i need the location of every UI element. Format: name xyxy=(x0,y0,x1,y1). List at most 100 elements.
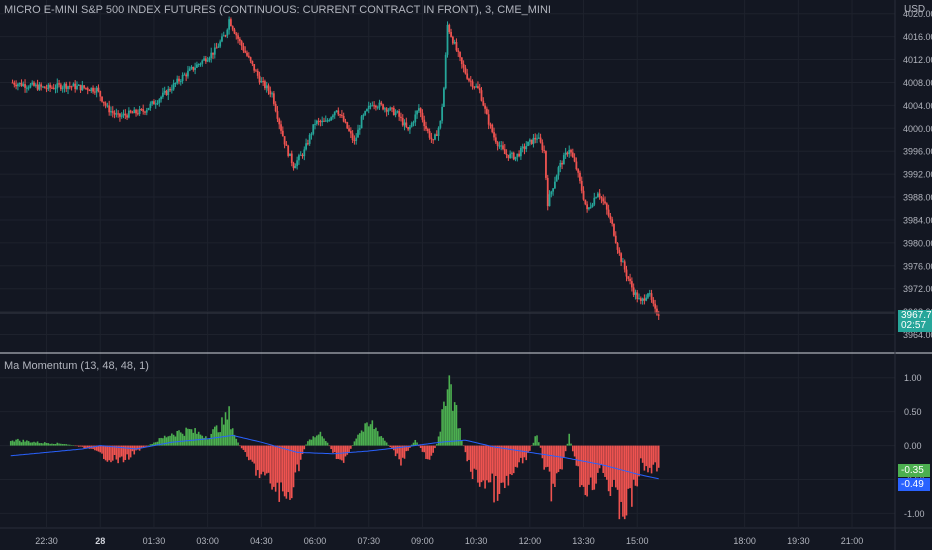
histogram-bar xyxy=(97,445,100,452)
candle-body xyxy=(443,88,445,107)
histogram-bar xyxy=(222,424,225,446)
histogram-bar xyxy=(611,445,613,487)
histogram-bar xyxy=(527,445,529,453)
histogram-bar xyxy=(575,445,578,466)
histogram-bar xyxy=(409,445,411,448)
histogram-bar xyxy=(154,442,157,446)
candle-body xyxy=(271,93,273,95)
histogram-bar xyxy=(289,445,291,500)
histogram-bar xyxy=(60,443,62,446)
histogram-bar xyxy=(176,430,179,446)
histogram-bar xyxy=(536,435,538,446)
histogram-bar xyxy=(135,445,137,451)
histogram-bar xyxy=(427,445,429,460)
candle-body xyxy=(398,111,401,117)
histogram-bar xyxy=(264,445,266,476)
candle-body xyxy=(179,81,182,83)
histogram-bar xyxy=(298,445,300,472)
histogram-bar xyxy=(645,445,647,467)
histogram-bar xyxy=(462,445,465,447)
histogram-bar xyxy=(61,444,64,446)
histogram-bar xyxy=(493,445,495,503)
histogram-bar xyxy=(122,445,125,463)
time-tick-label: 12:00 xyxy=(519,536,542,546)
candle-body xyxy=(306,143,309,145)
candle-body xyxy=(489,124,492,126)
histogram-bar xyxy=(292,445,295,488)
candle-body xyxy=(20,82,23,87)
candle-body xyxy=(201,60,204,64)
histogram-bar xyxy=(233,434,236,446)
histogram-bar xyxy=(532,442,535,446)
candle-body xyxy=(650,293,653,300)
time-tick-label: 28 xyxy=(95,536,105,546)
candle-body xyxy=(149,103,152,108)
candle-body xyxy=(477,86,479,89)
price-badge: 3967.75 02:57 xyxy=(898,310,932,332)
candle-body xyxy=(256,70,259,76)
time-axis[interactable]: 22:30 28 01:30 03:00 04:30 06:00 07:30 09:00 10:… xyxy=(35,536,863,546)
histogram-bar xyxy=(622,445,624,517)
candle-body xyxy=(319,121,322,123)
time-tick-label: 03:00 xyxy=(196,536,219,546)
candle-body xyxy=(521,146,524,148)
candle-body xyxy=(40,84,43,87)
candle-body xyxy=(373,105,376,107)
candle-body xyxy=(426,128,429,132)
histogram-bar xyxy=(405,445,408,452)
candle-body xyxy=(264,81,266,89)
price-tick-label: 4000.00 xyxy=(903,124,932,134)
candle-body xyxy=(554,181,556,189)
candle-body xyxy=(59,84,62,90)
histogram-bar xyxy=(355,438,358,446)
candle-body xyxy=(246,52,248,56)
candle-body xyxy=(15,84,18,87)
candle-body xyxy=(369,105,372,107)
histogram-bar xyxy=(212,429,214,446)
histogram-bar xyxy=(11,440,14,446)
candle-body xyxy=(222,35,225,37)
histogram-bar xyxy=(606,445,608,480)
time-tick-label: 04:30 xyxy=(250,536,273,546)
histogram-bar xyxy=(382,437,384,446)
momentum-axis[interactable]: 1.000.500.00-0.50-1.00 xyxy=(904,373,925,519)
candle-body xyxy=(124,113,127,116)
histogram-bar xyxy=(153,442,155,446)
candle-body xyxy=(638,298,640,300)
candle-body xyxy=(654,303,657,309)
histogram-bar xyxy=(654,445,656,463)
candle-body xyxy=(285,144,288,146)
price-axis[interactable]: 4020.00 4016.00 4012.00 4008.00 4004.00 4000.… xyxy=(903,9,932,340)
candle-body xyxy=(539,137,542,143)
candle-body xyxy=(351,133,354,141)
histogram-bar xyxy=(190,429,193,446)
candle-body xyxy=(613,223,615,236)
symbol-title[interactable]: MICRO E-MINI S&P 500 INDEX FUTURES (CONT… xyxy=(4,4,551,16)
candle-body xyxy=(330,117,333,121)
histogram-bar xyxy=(346,445,349,455)
histogram-bar xyxy=(333,445,336,453)
histogram-bar xyxy=(253,445,255,464)
candle-body xyxy=(348,128,350,131)
histogram-bar xyxy=(310,439,313,446)
histogram-bar xyxy=(478,445,481,487)
candle-body xyxy=(451,36,454,44)
candle-body xyxy=(380,102,383,105)
histogram-bar xyxy=(94,445,96,451)
histogram-bar xyxy=(69,444,71,446)
candle-body xyxy=(74,83,77,90)
histogram-bar xyxy=(235,438,238,446)
candle-body xyxy=(79,84,82,91)
indicator-title[interactable]: Ma Momentum (13, 48, 48, 1) xyxy=(4,360,149,372)
histogram-bar xyxy=(230,429,232,446)
candle-body xyxy=(596,193,599,198)
candle-body xyxy=(382,104,384,110)
candle-body xyxy=(68,86,71,88)
histogram-bar xyxy=(407,445,409,451)
candle-body xyxy=(104,103,107,106)
histogram-bar xyxy=(142,445,144,448)
histogram-bar xyxy=(425,445,427,459)
histogram-bar xyxy=(214,426,216,446)
candle-body xyxy=(88,90,91,92)
